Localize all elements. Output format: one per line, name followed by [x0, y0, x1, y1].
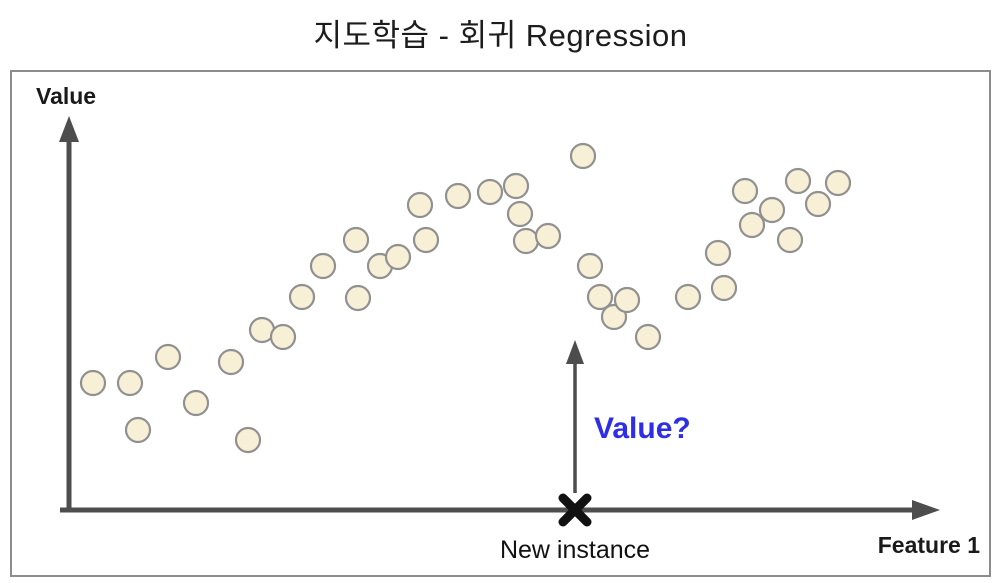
data-point: [182, 389, 210, 417]
data-point: [704, 239, 732, 267]
query-arrow: [566, 340, 584, 493]
data-point: [154, 343, 182, 371]
scatter-chart: Value Feature 1 Value? New instance: [36, 83, 980, 564]
data-point: [634, 323, 662, 351]
data-point: [444, 182, 472, 210]
data-point: [406, 191, 434, 219]
data-point: [217, 348, 245, 376]
new-instance-marker: [558, 493, 592, 527]
data-point: [784, 167, 812, 195]
data-point: [512, 227, 540, 255]
data-point: [116, 369, 144, 397]
data-point: [776, 226, 804, 254]
data-point: [234, 426, 262, 454]
data-point: [569, 142, 597, 170]
data-point: [674, 283, 702, 311]
data-point: [344, 284, 372, 312]
data-point: [613, 286, 641, 314]
data-point: [309, 252, 337, 280]
y-axis: [59, 116, 79, 512]
y-axis-label: Value: [36, 83, 96, 109]
x-axis: [60, 500, 940, 520]
data-point: [502, 172, 530, 200]
data-point: [476, 178, 504, 206]
data-point: [731, 177, 759, 205]
data-point: [534, 222, 562, 250]
data-point: [506, 200, 534, 228]
value-question-label: Value?: [594, 412, 691, 445]
data-point: [824, 169, 852, 197]
data-point: [710, 274, 738, 302]
data-point: [288, 283, 316, 311]
data-point: [738, 211, 766, 239]
x-axis-label: Feature 1: [878, 532, 980, 558]
page-title: 지도학습 - 회귀 Regression: [313, 18, 688, 53]
data-point: [804, 190, 832, 218]
data-point: [124, 416, 152, 444]
data-point: [269, 323, 297, 351]
data-point: [576, 252, 604, 280]
data-point: [586, 283, 614, 311]
data-point: [758, 196, 786, 224]
chart-frame: Value Feature 1 Value? New instance: [10, 70, 991, 577]
scatter-points: [79, 142, 852, 454]
data-point: [342, 226, 370, 254]
data-point: [412, 226, 440, 254]
new-instance-label: New instance: [500, 536, 650, 564]
data-point: [384, 243, 412, 271]
data-point: [79, 369, 107, 397]
